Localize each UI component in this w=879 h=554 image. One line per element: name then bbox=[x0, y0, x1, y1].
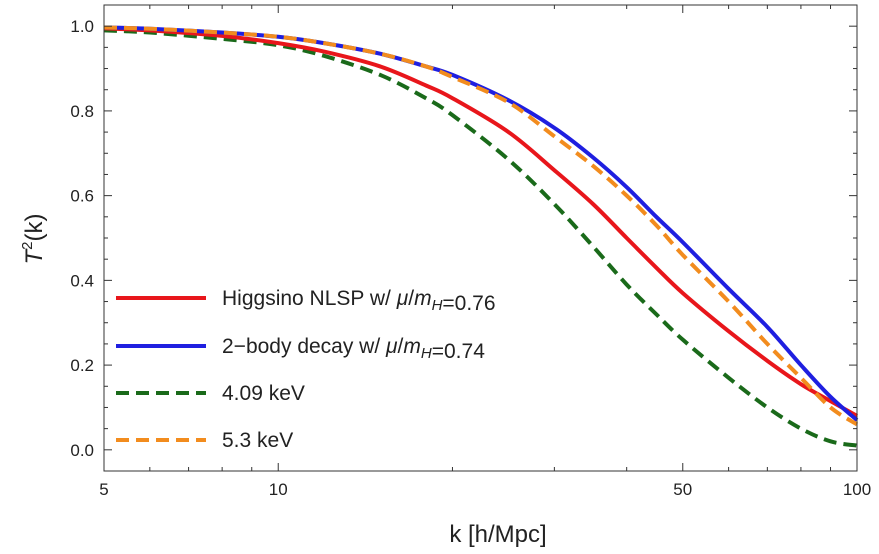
series-line-0 bbox=[103, 26, 858, 418]
y-axis-label: T2(k) bbox=[19, 214, 48, 265]
plot-border bbox=[103, 4, 858, 472]
y-axis-label-main: T bbox=[21, 248, 48, 265]
y-tick-label: 0.0 bbox=[70, 441, 94, 460]
series-line-3 bbox=[103, 25, 859, 427]
x-axis-ticks: 5 10 50 100 bbox=[99, 5, 871, 499]
x-tick-label: 10 bbox=[269, 480, 288, 499]
y-tick-label: 1.0 bbox=[70, 17, 94, 36]
series-layer bbox=[103, 25, 859, 448]
x-tick-label: 100 bbox=[843, 480, 871, 499]
y-axis-label-sup: 2 bbox=[19, 241, 36, 249]
series-line-1 bbox=[103, 25, 859, 422]
x-tick-label: 5 bbox=[99, 480, 108, 499]
legend: Higgsino NLSP w/ μ/mH=0.76 2−body decay w… bbox=[116, 287, 496, 452]
y-axis-ticks: 0.0 0.2 0.4 0.6 0.8 1.0 bbox=[70, 17, 857, 460]
y-axis-label-rest: (k) bbox=[21, 214, 48, 242]
legend-label-0: Higgsino NLSP w/ μ/mH=0.76 bbox=[222, 287, 496, 315]
y-tick-label: 0.2 bbox=[70, 356, 94, 375]
x-tick-label: 50 bbox=[673, 480, 692, 499]
plot-frame bbox=[103, 4, 858, 472]
legend-label-2: 4.09 keV bbox=[222, 382, 305, 405]
legend-label-1: 2−body decay w/ μ/mH=0.74 bbox=[222, 335, 485, 363]
y-tick-label: 0.4 bbox=[70, 271, 94, 290]
legend-label-3: 5.3 keV bbox=[222, 429, 293, 452]
y-tick-label: 0.6 bbox=[70, 187, 94, 206]
x-axis-label: k [h/Mpc] bbox=[449, 521, 546, 548]
series-line-2 bbox=[103, 28, 858, 448]
y-tick-label: 0.8 bbox=[70, 102, 94, 121]
